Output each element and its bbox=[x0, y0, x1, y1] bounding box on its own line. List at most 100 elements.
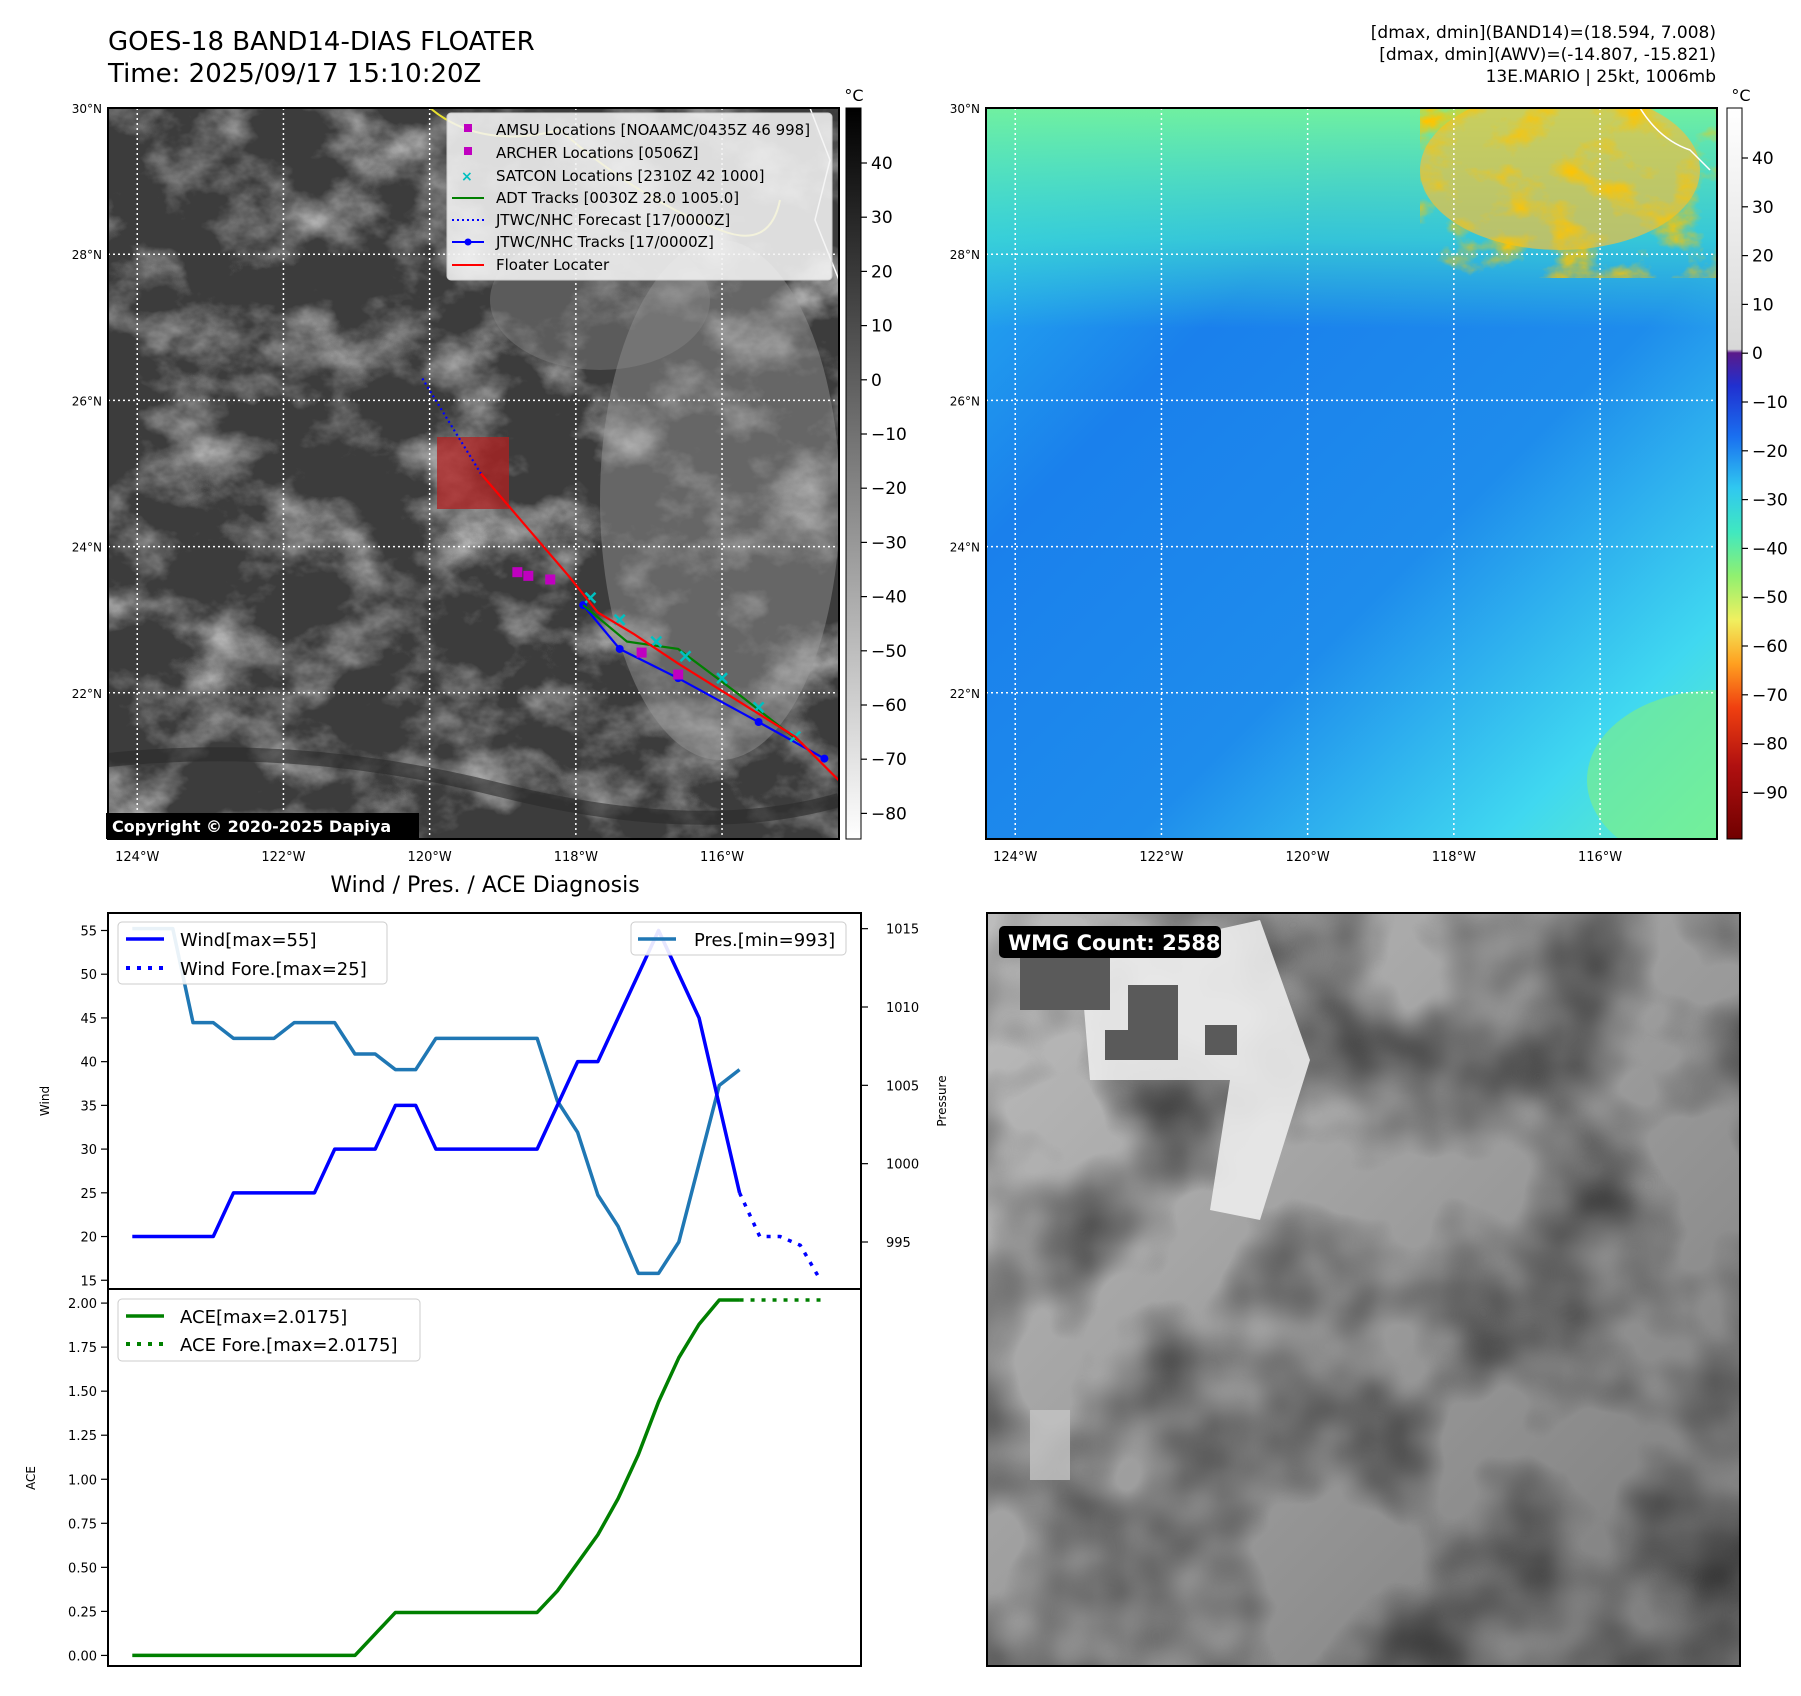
axis-tick-label: 55 bbox=[80, 924, 97, 939]
colorbar-tick-label: −40 bbox=[1752, 539, 1788, 559]
ir-colorbar bbox=[845, 107, 862, 840]
axis-tick-label: 1.50 bbox=[68, 1385, 97, 1400]
axis-tick-label: 20 bbox=[80, 1231, 97, 1246]
copyright-badge bbox=[106, 813, 419, 839]
axis-tick-label: 25 bbox=[80, 1187, 97, 1202]
satcon-mark bbox=[650, 635, 663, 648]
wmg-cold-block-4 bbox=[1205, 1025, 1237, 1055]
colorbar-tick-label: −60 bbox=[1752, 637, 1788, 657]
amsu-square-icon bbox=[464, 124, 472, 132]
wind-series bbox=[132, 926, 823, 1282]
colorbar-tick-label: −90 bbox=[1752, 783, 1788, 803]
lat-tick-label: 28°N bbox=[72, 248, 102, 262]
axis-tick-label: 15 bbox=[80, 1274, 97, 1289]
awv-moist-southeast bbox=[1587, 690, 1717, 839]
ace-legend: ACE[max=2.0175] bbox=[180, 1307, 347, 1328]
legend-adt: ADT Tracks [0030Z 28.0 1005.0] bbox=[496, 189, 739, 207]
wind-legend-box bbox=[117, 921, 388, 985]
pres-legend: Pres.[min=993] bbox=[694, 930, 835, 951]
colorbar-tick-label: −80 bbox=[1752, 735, 1788, 755]
ir-map-frame bbox=[107, 107, 840, 840]
ace-chart: ACE 0.00 0.25 0.50 0.75 1.00 1.25 1.50 1.75 2.00… bbox=[24, 1288, 862, 1667]
ace-fore-legend: ACE Fore.[max=2.0175] bbox=[180, 1335, 398, 1356]
wind-legend: Wind[max=55] bbox=[180, 930, 317, 951]
wind-line bbox=[132, 928, 742, 1239]
axis-tick-label: 1010 bbox=[886, 1001, 919, 1016]
pressure-axis-ticks: 995 1000 1005 1010 1015 bbox=[861, 923, 919, 1251]
ace-axis-ticks: 0.00 0.25 0.50 0.75 1.00 1.25 1.50 1.75 2.00 bbox=[68, 1297, 108, 1664]
track-line bbox=[421, 377, 482, 475]
colorbar-tick-label: 10 bbox=[1752, 295, 1774, 315]
colorbar-tick-label: 0 bbox=[1752, 344, 1763, 364]
colorbar-tick-label: −50 bbox=[871, 642, 907, 662]
lat-tick-label: 26°N bbox=[950, 394, 980, 408]
colorbar-tick-label: −30 bbox=[1752, 491, 1788, 511]
lon-tick-label: 116°W bbox=[1578, 850, 1622, 865]
lat-tick-label: 22°N bbox=[72, 687, 102, 701]
colorbar-tick-label: −10 bbox=[1752, 393, 1788, 413]
legend-jtwc-forecast: JTWC/NHC Forecast [17/0000Z] bbox=[495, 211, 730, 229]
archer-square-icon bbox=[464, 147, 472, 155]
colorbar-tick-label: −30 bbox=[871, 533, 907, 553]
wmg-light-patch bbox=[1030, 1410, 1070, 1480]
awv-map-gridlines: 124°W 122°W 120°W 118°W 116°W 30°N 28°N 26°N 24°… bbox=[950, 102, 1717, 865]
axis-tick-label: 1.25 bbox=[68, 1429, 97, 1444]
colorbar-tick-label: 40 bbox=[871, 154, 893, 174]
pressure-axis-label: Pressure bbox=[935, 1075, 949, 1126]
satcon-mark bbox=[679, 650, 692, 663]
wmg-cold-block-3 bbox=[1105, 1030, 1145, 1060]
wind-axis-ticks: 15 20 25 30 35 40 45 50 55 bbox=[80, 924, 108, 1289]
colorbar-tick-label: −80 bbox=[871, 804, 907, 824]
colorbar-tick-label: 20 bbox=[1752, 247, 1774, 267]
map-legend-box bbox=[446, 112, 833, 281]
lon-tick-label: 124°W bbox=[993, 850, 1037, 865]
colorbar-tick-label: −60 bbox=[871, 696, 907, 716]
ace-line bbox=[132, 1298, 740, 1658]
awv-colorbar bbox=[1726, 107, 1743, 840]
colorbar-tick-label: 20 bbox=[871, 262, 893, 282]
axis-tick-label: 40 bbox=[80, 1056, 97, 1071]
legend-jtwc-tracks: JTWC/NHC Tracks [17/0000Z] bbox=[495, 233, 714, 251]
figure-time: Time: 2025/09/17 15:10:20Z bbox=[108, 59, 482, 89]
location-square bbox=[636, 647, 647, 658]
wind-axis-label: Wind bbox=[38, 1086, 52, 1116]
coast-line bbox=[108, 747, 839, 825]
track-point bbox=[820, 754, 829, 763]
map-legend: AMSU Locations [NOAAMC/0435Z 46 998] ARC… bbox=[446, 112, 833, 281]
location-square bbox=[512, 567, 523, 578]
colorbar-tick-label: −70 bbox=[871, 750, 907, 770]
track-line bbox=[582, 604, 804, 745]
lon-tick-label: 124°W bbox=[115, 850, 159, 865]
satcon-mark bbox=[584, 591, 597, 604]
lon-tick-label: 120°W bbox=[1286, 850, 1330, 865]
colorbar-tick-label: −20 bbox=[1752, 442, 1788, 462]
satcon-mark bbox=[716, 672, 728, 685]
awv-map-frame bbox=[985, 107, 1718, 840]
lon-tick-label: 122°W bbox=[261, 850, 305, 865]
ir-colorbar-unit: °C bbox=[844, 86, 863, 105]
axis-tick-label: 45 bbox=[80, 1012, 97, 1027]
awv-colorbar-unit: °C bbox=[1731, 86, 1750, 105]
track-point bbox=[754, 718, 763, 727]
ace-axis-label: ACE bbox=[24, 1466, 38, 1490]
lat-tick-label: 22°N bbox=[950, 687, 980, 701]
ir-map-panel: 124°W 122°W 120°W 118°W 116°W 30°N 28°N 26°N 24°… bbox=[72, 86, 907, 865]
awv-colorbar-ticks: 40 30 20 10 0 −10 −20 −30 −40 −50 −60 −70 −80 −90 bbox=[1742, 149, 1788, 803]
axis-tick-label: 0.75 bbox=[68, 1517, 97, 1532]
figure-title: GOES-18 BAND14-DIAS FLOATER bbox=[108, 27, 535, 57]
axis-tick-label: 0.50 bbox=[68, 1561, 97, 1576]
pres-legend-box bbox=[630, 921, 847, 956]
colorbar-tick-label: 10 bbox=[871, 317, 893, 337]
wind-forecast-line bbox=[737, 1192, 823, 1282]
lat-tick-label: 24°N bbox=[950, 541, 980, 555]
location-square bbox=[523, 570, 534, 581]
lat-tick-label: 30°N bbox=[950, 102, 980, 116]
wind-fore-legend: Wind Fore.[max=25] bbox=[180, 959, 367, 980]
lon-tick-label: 116°W bbox=[700, 850, 744, 865]
axis-tick-label: 1005 bbox=[886, 1079, 919, 1094]
ace-series bbox=[132, 1298, 821, 1658]
ir-colorbar-ticks: 40 30 20 10 0 −10 −20 −30 −40 −50 −60 −70 −80 bbox=[861, 154, 907, 824]
axis-tick-label: 2.00 bbox=[68, 1297, 97, 1312]
axis-tick-label: 30 bbox=[80, 1143, 97, 1158]
satcon-x-icon: × bbox=[461, 169, 473, 185]
